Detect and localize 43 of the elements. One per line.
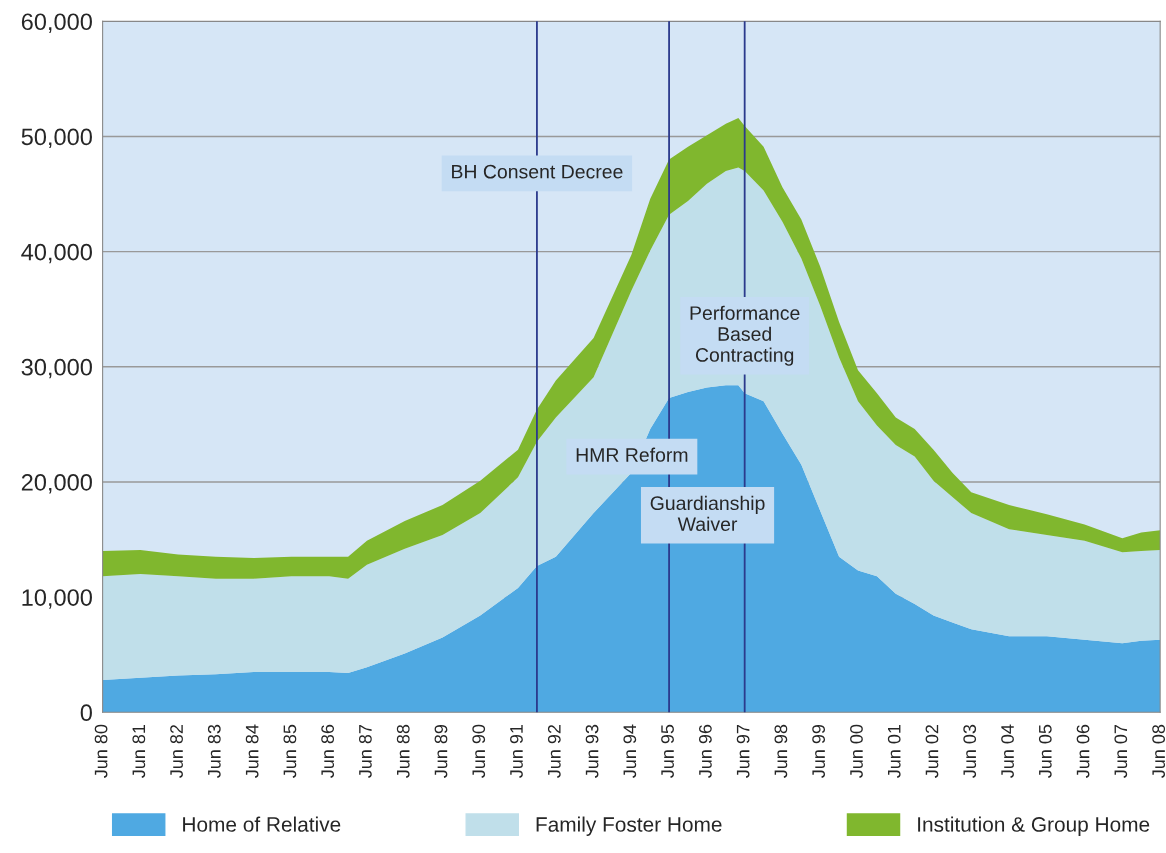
y-tick-label: 20,000	[21, 474, 92, 494]
legend-label: Family Foster Home	[536, 816, 722, 836]
x-tick-label: Jun 95	[661, 724, 674, 778]
x-tick-label: Jun 85	[283, 724, 297, 778]
y-tick-label: 60,000	[21, 13, 92, 33]
x-tick-label: Jun 87	[358, 724, 372, 778]
legend-label: Institution & Group Home	[918, 816, 1150, 836]
x-tick-label: Jun 97	[736, 724, 750, 778]
x-tick-label: Jun 05	[1038, 724, 1052, 778]
legend-label: Home of Relative	[183, 816, 341, 832]
x-tick-label: Jun 83	[207, 724, 221, 778]
x-tick-label: Jun 91	[510, 724, 523, 778]
x-tick-label: Jun 01	[887, 724, 901, 778]
x-tick-label: Jun 92	[547, 724, 561, 778]
x-tick-label: Jun 88	[396, 724, 410, 778]
y-tick-label: 0	[80, 704, 92, 722]
ref-line-label: BH Consent Decree	[452, 164, 623, 179]
x-tick-label: Jun 07	[1114, 724, 1128, 778]
x-tick-label: Jun 02	[925, 724, 939, 778]
x-tick-label: Jun 80	[94, 724, 108, 778]
x-tick-label: Jun 84	[245, 724, 259, 778]
x-tick-label: Jun 08	[1152, 724, 1166, 778]
x-tick-label: Jun 90	[472, 724, 486, 778]
x-tick-label: Jun 03	[963, 724, 977, 778]
annotation: Guardianship Waiver	[650, 495, 765, 532]
x-tick-label: Jun 06	[1076, 724, 1090, 778]
x-tick-label: Jun 04	[1001, 724, 1014, 778]
x-tick-label: Jun 93	[585, 724, 599, 778]
x-tick-label: Jun 98	[774, 724, 788, 778]
ref-line-label: HMR Reform	[576, 447, 688, 462]
y-tick-label: 40,000	[21, 243, 92, 264]
y-tick-label: 50,000	[21, 128, 92, 149]
x-tick-label: Jun 86	[321, 724, 335, 778]
x-tick-label: Jun 96	[698, 724, 712, 778]
y-tick-label: 10,000	[22, 589, 92, 609]
y-tick-label: 30,000	[21, 358, 92, 379]
x-tick-label: Jun 94	[623, 724, 637, 778]
ref-line-label: Performance Based Contracting	[690, 305, 800, 366]
x-tick-label: Jun 00	[850, 724, 863, 778]
x-tick-label: Jun 82	[170, 724, 183, 778]
x-tick-label: Jun 81	[132, 724, 146, 778]
x-tick-label: Jun 89	[434, 724, 448, 778]
x-tick-label: Jun 99	[812, 724, 826, 778]
